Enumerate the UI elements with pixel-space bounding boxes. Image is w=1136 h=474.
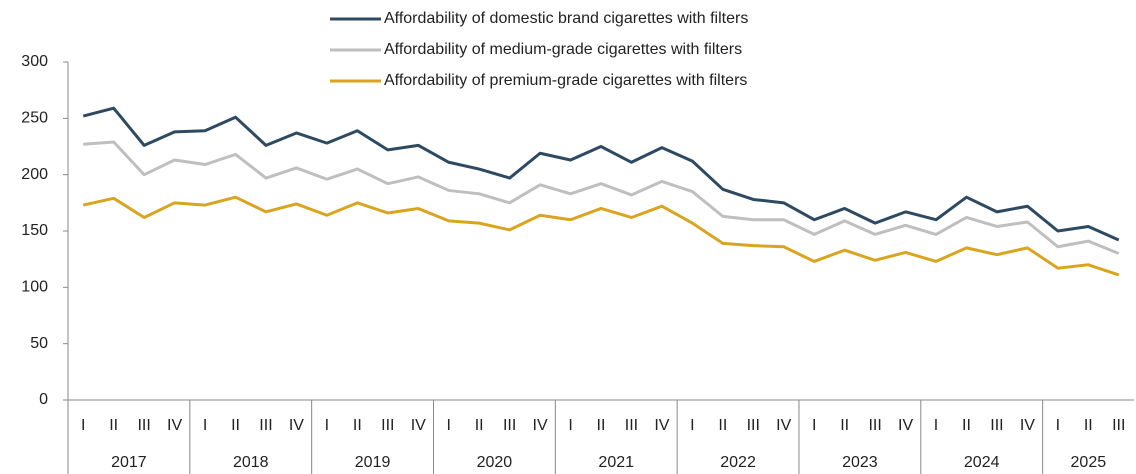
x-tick-label: IV bbox=[167, 417, 182, 434]
x-tick-label: I bbox=[81, 417, 85, 434]
x-tick-label: II bbox=[1084, 417, 1093, 434]
x-tick-label: II bbox=[475, 417, 484, 434]
x-tick-label: II bbox=[840, 417, 849, 434]
x-tick-label: III bbox=[137, 417, 150, 434]
x-tick-label: I bbox=[1056, 417, 1060, 434]
x-tick-label: I bbox=[325, 417, 329, 434]
x-tick-label: III bbox=[1112, 417, 1125, 434]
x-tick-label: III bbox=[503, 417, 516, 434]
y-tick-label: 250 bbox=[21, 110, 48, 127]
x-tick-label: IV bbox=[411, 417, 426, 434]
x-group-label: 2024 bbox=[964, 454, 1000, 471]
y-tick-label: 200 bbox=[21, 166, 48, 183]
x-tick-label: II bbox=[353, 417, 362, 434]
x-group-label: 2021 bbox=[598, 454, 634, 471]
x-tick-label: IV bbox=[1020, 417, 1035, 434]
series-line bbox=[83, 140, 1120, 255]
legend-label: Affordability of medium-grade cigarettes… bbox=[384, 41, 742, 58]
x-tick-label: III bbox=[625, 417, 638, 434]
x-group-label: 2023 bbox=[842, 454, 878, 471]
x-tick-label: I bbox=[690, 417, 694, 434]
y-tick-label: 100 bbox=[21, 279, 48, 296]
y-tick-label: 50 bbox=[30, 335, 48, 352]
x-tick-label: II bbox=[597, 417, 606, 434]
x-group-label: 2022 bbox=[720, 454, 756, 471]
x-tick-label: II bbox=[109, 417, 118, 434]
x-tick-label: I bbox=[446, 417, 450, 434]
x-tick-label: I bbox=[812, 417, 816, 434]
x-tick-label: I bbox=[203, 417, 207, 434]
y-tick-label: 150 bbox=[21, 222, 48, 239]
x-group-label: 2020 bbox=[477, 454, 513, 471]
x-tick-label: II bbox=[231, 417, 240, 434]
x-tick-label: IV bbox=[898, 417, 913, 434]
y-tick-label: 0 bbox=[39, 391, 48, 408]
x-group-label: 2018 bbox=[233, 454, 269, 471]
x-tick-label: IV bbox=[533, 417, 548, 434]
series-line bbox=[82, 106, 1120, 242]
x-tick-label: IV bbox=[776, 417, 791, 434]
legend-label: Affordability of premium-grade cigarette… bbox=[384, 72, 747, 89]
x-group-label: 2019 bbox=[355, 454, 391, 471]
x-tick-label: IV bbox=[289, 417, 304, 434]
x-group-label: 2017 bbox=[111, 454, 147, 471]
x-tick-label: III bbox=[747, 417, 760, 434]
y-tick-label: 300 bbox=[21, 53, 48, 70]
x-tick-label: II bbox=[962, 417, 971, 434]
x-tick-label: I bbox=[934, 417, 938, 434]
series-line bbox=[82, 195, 1120, 277]
x-tick-label: IV bbox=[654, 417, 669, 434]
x-tick-label: III bbox=[868, 417, 881, 434]
x-tick-label: I bbox=[568, 417, 572, 434]
x-tick-label: III bbox=[990, 417, 1003, 434]
legend-label: Affordability of domestic brand cigarett… bbox=[384, 10, 748, 27]
x-tick-label: III bbox=[259, 417, 272, 434]
x-tick-label: III bbox=[381, 417, 394, 434]
x-tick-label: II bbox=[718, 417, 727, 434]
x-group-label: 2025 bbox=[1071, 454, 1107, 471]
